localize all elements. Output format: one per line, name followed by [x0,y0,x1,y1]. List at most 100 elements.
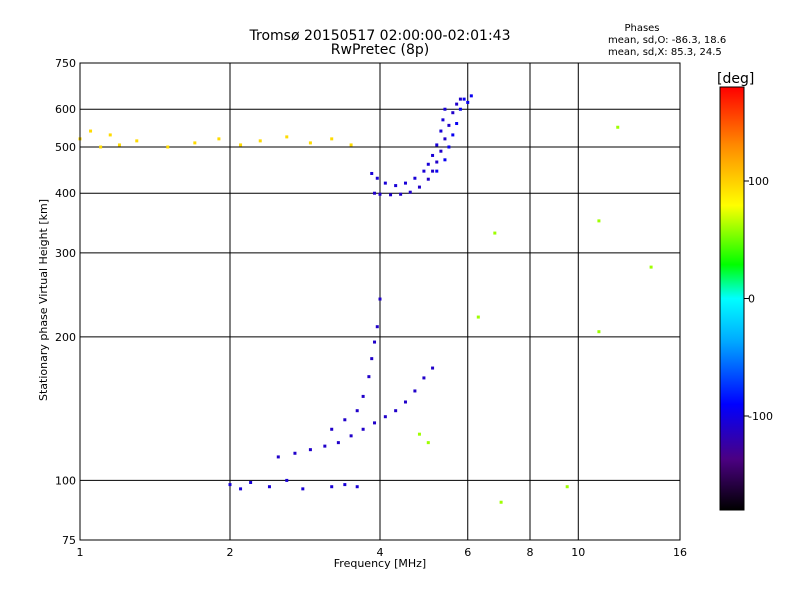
colorbar-tick-label: -100 [748,410,773,423]
phases-line-x: mean, sd,X: 85.3, 24.5 [608,47,722,58]
data-point [597,219,601,223]
data-point [343,483,347,487]
data-point [469,94,473,98]
x-tick-label: 10 [571,546,585,559]
data-point [378,192,382,196]
data-point [361,394,365,398]
x-tick-label: 8 [527,546,534,559]
x-tick-label: 4 [377,546,384,559]
data-point [394,409,398,413]
data-point [258,139,262,143]
data-point [389,193,393,197]
data-point [355,485,359,489]
phases-heading: Phases [624,23,659,34]
y-tick-label: 75 [62,534,76,547]
x-tick-labels: 1 2 4 6 8 10 16 [77,546,688,559]
data-point [373,340,377,344]
x-axis-label: Frequency [MHz] [334,557,426,570]
data-point [466,100,470,104]
data-point [228,483,232,487]
data-points [78,94,653,504]
data-point [435,169,439,173]
data-point [361,427,365,431]
data-point [451,111,455,115]
colorbar-label: [deg] [717,71,754,87]
data-point [383,415,387,419]
data-point [378,297,382,301]
data-point [455,122,459,126]
data-point [439,129,443,133]
y-tick-label: 400 [55,187,76,200]
data-point [439,149,443,153]
y-axis-label: Stationary phase Virtual Height [km] [37,199,50,401]
data-point [462,97,466,101]
data-point [403,400,407,404]
data-point [373,421,377,425]
data-point [166,145,170,149]
phases-line-o: mean, sd,O: -86.3, 18.6 [608,35,726,46]
y-tick-label: 600 [55,103,76,116]
data-point [285,135,289,139]
data-point [239,487,243,491]
data-point [426,162,430,166]
data-point [435,143,439,147]
x-tick-label: 6 [464,546,471,559]
data-point [249,480,253,484]
chart-subtitle: RwPretec (8p) [331,42,429,58]
y-tick-label: 100 [55,474,76,487]
data-point [499,500,503,504]
data-point [431,169,435,173]
data-point [308,141,312,145]
data-point [413,176,417,180]
data-point [493,231,497,235]
data-point [239,143,243,147]
data-point [193,141,197,145]
y-tick-label: 750 [55,57,76,70]
data-point [135,139,139,143]
data-point [565,485,569,489]
data-point [431,153,435,157]
data-point [458,107,462,111]
colorbar-ticks: 100 0 -100 [744,175,773,423]
data-point [330,485,334,489]
data-point [349,434,353,438]
data-point [417,432,421,436]
x-tick-label: 16 [673,546,687,559]
data-point [426,177,430,181]
y-tick-label: 300 [55,247,76,260]
data-point [476,315,480,319]
data-point [370,171,374,175]
data-point [373,191,377,195]
data-point [99,145,103,149]
data-point [455,102,459,106]
data-point [330,427,334,431]
x-tick-label: 1 [77,546,84,559]
data-point [408,190,412,194]
chart-title: Tromsø 20150517 02:00:00-02:01:43 [249,28,511,44]
data-point [413,389,417,393]
grid-lines [80,63,680,540]
data-point [447,123,451,127]
data-point [375,325,379,329]
data-point [435,160,439,164]
x-tick-label: 2 [227,546,234,559]
data-point [367,375,371,379]
data-point [417,185,421,189]
data-point [451,133,455,137]
y-tick-labels: 75 100 200 300 400 500 600 750 [55,57,76,547]
colorbar [719,86,745,511]
y-tick-label: 500 [55,141,76,154]
data-point [383,181,387,185]
data-point [443,107,447,111]
data-point [301,487,305,491]
data-point [285,478,289,482]
data-point [447,145,451,149]
data-point [443,137,447,141]
data-point [293,451,297,455]
data-point [422,169,426,173]
data-point [426,441,430,445]
data-point [370,357,374,361]
data-point [267,485,271,489]
